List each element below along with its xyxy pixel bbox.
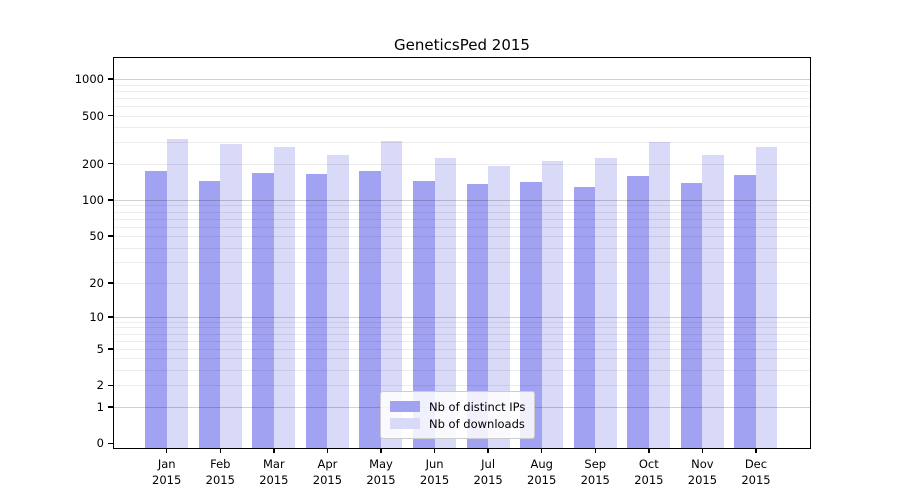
- bar-may-downloads: [380, 141, 403, 448]
- y-tick-label: 20: [89, 275, 104, 290]
- minor-gridline: [114, 90, 810, 92]
- y-tick-label: 2: [96, 378, 104, 393]
- y-tick-mark: [108, 316, 113, 318]
- x-tick-label: Dec 2015: [741, 457, 771, 487]
- x-tick-mark: [540, 448, 543, 453]
- bar-nov-downloads: [702, 155, 724, 448]
- x-tick-mark: [487, 448, 489, 453]
- bar-aug-ips: [520, 182, 542, 448]
- legend-swatch-ips: [390, 401, 420, 412]
- bar-sep-ips: [573, 186, 596, 448]
- bar-feb-downloads: [220, 144, 242, 448]
- y-tick-mark: [108, 384, 113, 387]
- minor-gridline: [114, 84, 810, 86]
- x-tick-label: Nov 2015: [687, 457, 718, 487]
- bar-aug-downloads: [541, 161, 564, 448]
- y-tick-label: 1000: [74, 72, 104, 87]
- bar-jan-ips: [145, 171, 167, 448]
- bar-apr-ips: [305, 174, 328, 448]
- bar-dec-downloads: [755, 146, 778, 448]
- x-tick-mark: [273, 448, 275, 453]
- x-tick-mark: [219, 448, 222, 453]
- y-tick-label: 1: [96, 399, 104, 414]
- chart-title: GeneticsPed 2015: [394, 36, 530, 54]
- y-tick-mark: [108, 282, 113, 284]
- x-tick-mark: [380, 448, 382, 453]
- bar-jul-ips: [466, 184, 489, 448]
- legend: Nb of distinct IPs Nb of downloads: [380, 391, 536, 439]
- y-tick-label: 0: [96, 436, 104, 451]
- y-tick-label: 500: [82, 108, 104, 123]
- bar-may-ips: [359, 171, 381, 448]
- x-tick-mark: [648, 448, 650, 453]
- y-tick-mark: [108, 162, 113, 165]
- x-tick-label: Oct 2015: [634, 457, 664, 487]
- bar-nov-ips: [680, 183, 703, 448]
- bar-jul-downloads: [488, 166, 510, 448]
- x-tick-label: Feb 2015: [205, 457, 235, 487]
- x-tick-mark: [594, 448, 596, 453]
- plot-area: 0 1 2 5 10 20 50 100 200 500 1000 Jan 2015 Feb 2015 M…: [75, 57, 811, 487]
- bar-apr-downloads: [327, 154, 349, 448]
- bar-dec-ips: [734, 175, 756, 448]
- minor-gridline: [114, 127, 810, 129]
- bar-mar-ips: [252, 172, 274, 448]
- y-tick-mark: [108, 348, 113, 350]
- y-tick-label: 200: [82, 156, 104, 171]
- x-tick-label: Jan 2015: [152, 457, 182, 487]
- minor-gridline: [114, 115, 810, 117]
- legend-label: Nb of distinct IPs: [429, 399, 526, 414]
- major-gridline: [114, 79, 810, 81]
- y-tick-mark: [108, 235, 113, 237]
- y-tick-label: 5: [96, 341, 104, 356]
- y-tick-mark: [108, 78, 113, 80]
- bar-feb-ips: [198, 180, 221, 448]
- x-tick-mark: [701, 448, 704, 453]
- bar-oct-ips: [627, 176, 649, 448]
- x-tick-mark: [165, 448, 168, 453]
- y-tick-label: 100: [82, 192, 104, 207]
- bar-jun-ips: [413, 180, 435, 448]
- x-tick-label: Mar 2015: [259, 457, 289, 487]
- y-tick-mark: [108, 199, 113, 201]
- y-tick-mark: [108, 442, 113, 445]
- bar-oct-downloads: [648, 141, 671, 448]
- y-tick-label: 10: [89, 309, 104, 324]
- minor-gridline: [114, 142, 810, 144]
- minor-gridline: [114, 97, 810, 99]
- x-tick-mark: [326, 448, 329, 453]
- bar-jan-downloads: [166, 139, 189, 448]
- y-tick-label: 50: [89, 229, 104, 243]
- legend-row: Nb of distinct IPs: [390, 398, 525, 415]
- legend-swatch-downloads: [390, 418, 420, 429]
- y-tick-mark: [108, 114, 113, 117]
- x-tick-label: Aug 2015: [527, 457, 557, 487]
- bar-mar-downloads: [273, 146, 296, 448]
- y-tick-mark: [108, 406, 113, 408]
- bar-sep-downloads: [595, 157, 617, 448]
- legend-label: Nb of downloads: [429, 416, 525, 431]
- x-tick-label: May 2015: [366, 457, 396, 487]
- x-tick-label: Sep 2015: [580, 457, 610, 487]
- x-tick-mark: [433, 448, 436, 453]
- x-tick-label: Apr 2015: [312, 457, 343, 487]
- x-tick-label: Jun 2015: [419, 457, 450, 487]
- x-tick-label: Jul 2015: [473, 457, 503, 487]
- legend-row: Nb of downloads: [390, 415, 525, 432]
- bar-jun-downloads: [434, 158, 457, 448]
- x-tick-mark: [755, 448, 757, 453]
- minor-gridline: [114, 105, 810, 107]
